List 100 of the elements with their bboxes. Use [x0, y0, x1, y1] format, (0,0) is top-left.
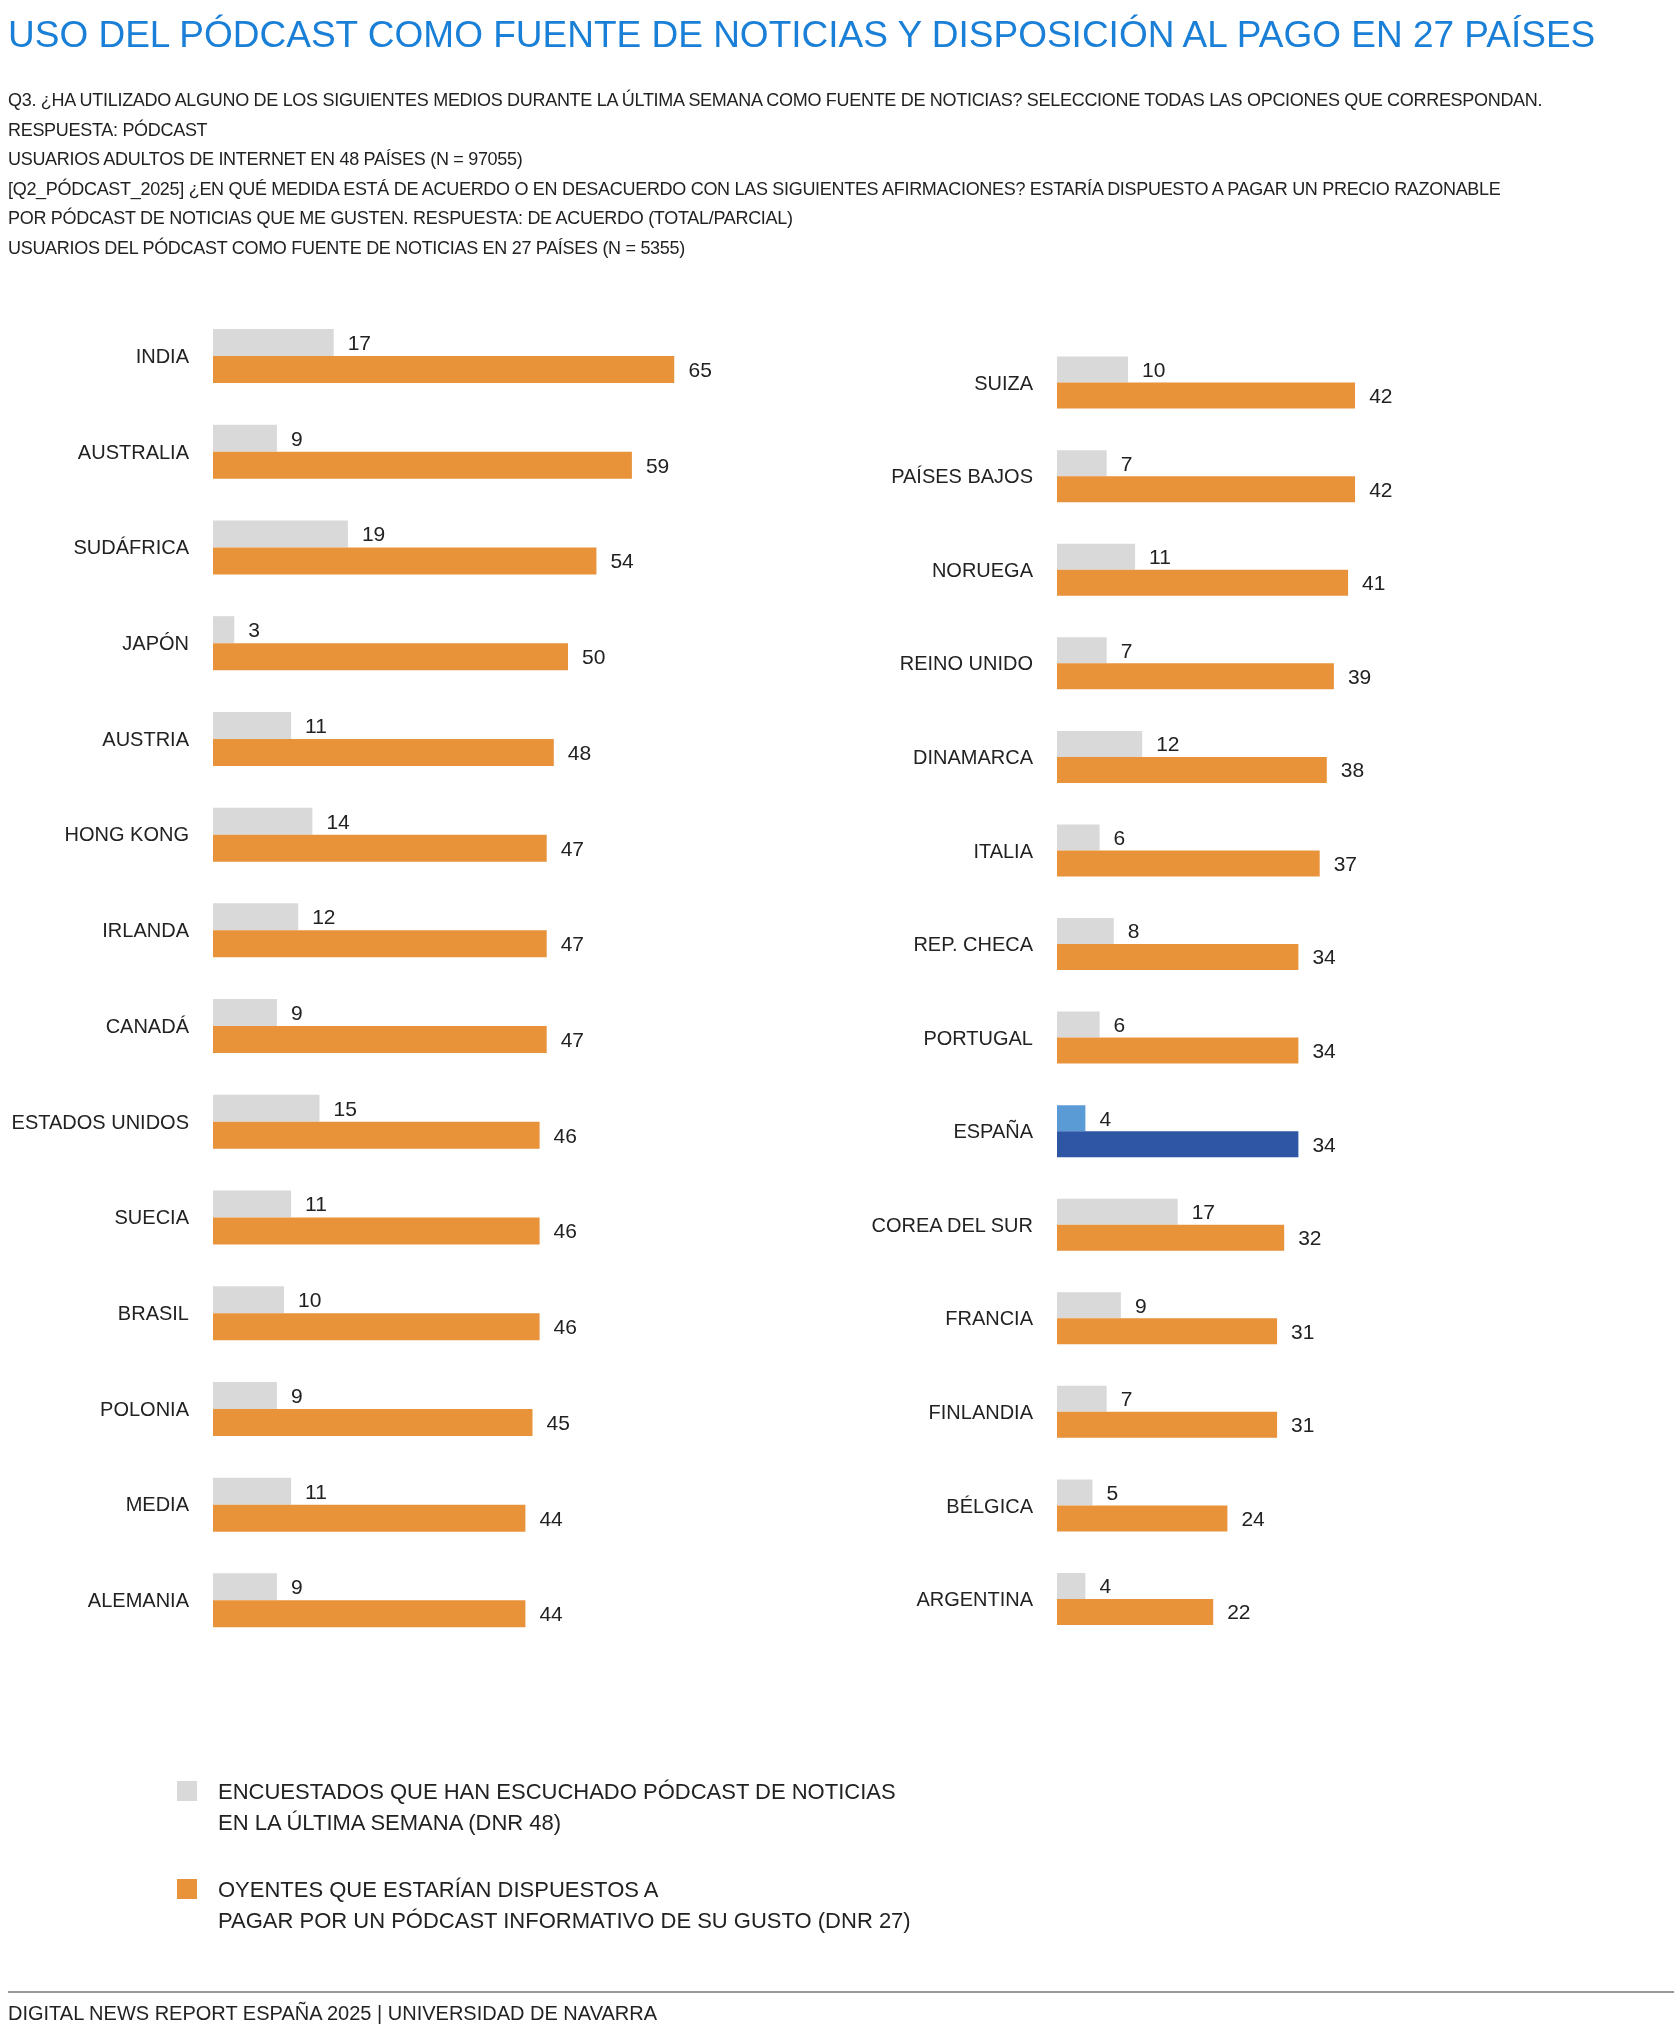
data-label: 12 [1156, 732, 1180, 756]
y-tick-label: PAÍSES BAJOS [891, 465, 1033, 488]
bar [1057, 1292, 1121, 1319]
y-tick-label: SUIZA [974, 371, 1034, 394]
bar [213, 738, 554, 766]
data-label: 24 [1241, 1506, 1266, 1530]
bar [1057, 1224, 1285, 1251]
bar [1057, 1011, 1100, 1038]
data-label: 9 [290, 1575, 303, 1599]
bar [213, 1313, 540, 1341]
bar [213, 1121, 540, 1149]
bar [1057, 1573, 1086, 1599]
y-tick-label: REINO UNIDO [899, 652, 1033, 675]
data-label: 44 [539, 1506, 564, 1530]
data-label: 42 [1369, 384, 1393, 408]
text: USO DEL PÓDCAST COMO FUENTE DE NOTICIAS Y DISPOSICIÓN AL PAGO EN 27 PAÍSES [8, 14, 1596, 56]
data-label: 7 [1120, 451, 1133, 475]
bar [1057, 1131, 1299, 1158]
y-tick-label: IRLANDA [102, 919, 190, 942]
data-label: 14 [326, 809, 351, 833]
data-label: 38 [1340, 758, 1365, 782]
data-label: 9 [290, 1001, 303, 1025]
y-tick-label: POLONIA [100, 1397, 190, 1420]
bar [213, 520, 348, 548]
data-label: 34 [1312, 1039, 1337, 1063]
data-label: 11 [305, 1192, 327, 1216]
data-label: 11 [305, 713, 327, 737]
bar [1057, 543, 1136, 570]
y-tick-label: JAPÓN [122, 632, 189, 654]
data-label: 6 [1113, 825, 1126, 849]
data-label: 37 [1333, 851, 1358, 875]
data-label: 9 [290, 426, 303, 450]
data-label: 50 [582, 645, 606, 669]
bar [213, 1026, 547, 1054]
data-label: 17 [1191, 1200, 1216, 1224]
bar [1057, 382, 1356, 409]
bar [213, 1381, 277, 1409]
bar [1057, 569, 1349, 596]
y-tick-label: ESPAÑA [953, 1119, 1034, 1143]
data-label: 5 [1106, 1480, 1119, 1504]
data-label: 9 [290, 1383, 303, 1407]
bar [1057, 1198, 1178, 1225]
bar [1057, 450, 1107, 477]
bar [1057, 918, 1114, 945]
data-label: 65 [688, 358, 712, 382]
text: DIGITAL NEWS REPORT ESPAÑA 2025 | UNIVERSIDAD DE NAVARRA [8, 2002, 658, 2025]
bar [1057, 756, 1327, 783]
y-tick-label: MEDIA [125, 1493, 190, 1516]
bar [1057, 824, 1100, 851]
y-tick-label: HONG KONG [64, 823, 189, 846]
y-tick-label: FRANCIA [945, 1307, 1034, 1330]
data-label: 17 [347, 331, 372, 355]
y-tick-label: CANADÁ [105, 1014, 190, 1037]
y-tick-label: BRASIL [117, 1302, 189, 1324]
bar [1057, 663, 1334, 690]
bar [213, 1573, 277, 1601]
bar [213, 1217, 540, 1245]
legend-label: OYENTES QUE ESTARÍAN DISPUESTOS A PAGAR POR UN PÓDCAST INFORMATIVO DE SU GUSTO (DNR 27) [218, 1876, 911, 1935]
y-tick-label: ITALIA [973, 839, 1034, 862]
bar [213, 451, 632, 479]
y-tick-label: COREA DEL SUR [871, 1213, 1033, 1236]
data-label: 19 [361, 522, 386, 546]
data-label: 4 [1099, 1574, 1112, 1598]
bar [213, 711, 292, 739]
data-label: 34 [1312, 945, 1337, 969]
data-label: 46 [553, 1123, 577, 1147]
data-label: 4 [1099, 1106, 1112, 1130]
y-tick-label: NORUEGA [931, 558, 1034, 581]
bar [213, 1286, 284, 1314]
bar [1057, 850, 1320, 877]
bar [213, 1600, 526, 1628]
y-tick-label: BÉLGICA [946, 1494, 1034, 1517]
bar [213, 1094, 320, 1122]
bar [1057, 356, 1128, 383]
data-label: 46 [553, 1315, 577, 1339]
y-tick-label: ESTADOS UNIDOS [11, 1110, 189, 1133]
bar [213, 643, 568, 671]
bar [213, 999, 277, 1027]
bar [213, 616, 235, 644]
bar [1057, 1105, 1086, 1132]
data-label: 11 [305, 1479, 327, 1503]
y-tick-label: ALEMANIA [87, 1589, 190, 1612]
bar [1057, 1385, 1107, 1412]
data-label: 45 [546, 1410, 570, 1434]
y-tick-label: INDIA [135, 344, 190, 367]
bar [213, 1504, 526, 1532]
bar [1057, 1318, 1278, 1345]
y-tick-label: FINLANDIA [928, 1401, 1034, 1424]
data-label: 41 [1362, 571, 1386, 595]
y-tick-label: ARGENTINA [916, 1588, 1034, 1611]
data-label: 34 [1312, 1132, 1337, 1156]
data-label: 47 [560, 836, 585, 860]
data-label: 6 [1113, 1013, 1126, 1037]
data-label: 46 [553, 1219, 577, 1243]
bar [213, 807, 313, 835]
bar [1057, 730, 1143, 757]
data-label: 48 [567, 740, 592, 764]
data-label: 10 [1141, 358, 1166, 382]
data-label: 7 [1120, 638, 1133, 662]
bar [213, 834, 547, 862]
